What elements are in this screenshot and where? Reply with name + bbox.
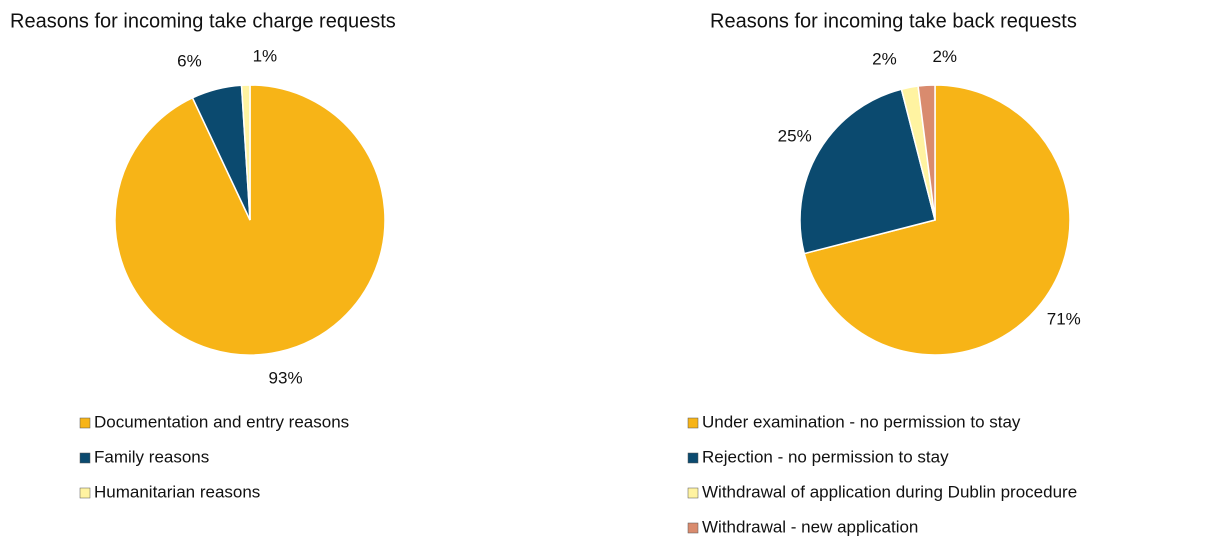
pie-slice	[240, 84, 251, 221]
legend-swatch	[79, 452, 91, 464]
data-label: 93%	[269, 369, 303, 388]
legend-label: Documentation and entry reasons	[94, 412, 349, 431]
legend-swatch	[79, 417, 91, 429]
legend-swatch	[687, 452, 699, 464]
pie-slice	[803, 84, 1071, 356]
legend-swatch	[687, 487, 699, 499]
data-label: 2%	[932, 47, 957, 66]
data-label: 6%	[177, 52, 202, 71]
legend-label: Withdrawal - new application	[702, 517, 918, 536]
legend-label: Family reasons	[94, 447, 209, 466]
data-label: 1%	[253, 47, 278, 66]
legend-swatch	[687, 417, 699, 429]
chart-title: Reasons for incoming take back requests	[710, 10, 1077, 32]
pie-slice	[799, 88, 936, 255]
legend-label: Withdrawal of application during Dublin …	[702, 482, 1077, 501]
pie-slice	[917, 84, 936, 221]
chart-title: Reasons for incoming take charge request…	[10, 10, 396, 32]
legend-label: Humanitarian reasons	[94, 482, 260, 501]
data-label: 2%	[872, 49, 897, 68]
data-label: 25%	[778, 127, 812, 146]
legend-label: Rejection - no permission to stay	[702, 447, 949, 466]
legend-swatch	[79, 487, 91, 499]
data-label: 71%	[1047, 309, 1081, 328]
legend-label: Under examination - no permission to sta…	[702, 412, 1021, 431]
legend-swatch	[687, 522, 699, 534]
